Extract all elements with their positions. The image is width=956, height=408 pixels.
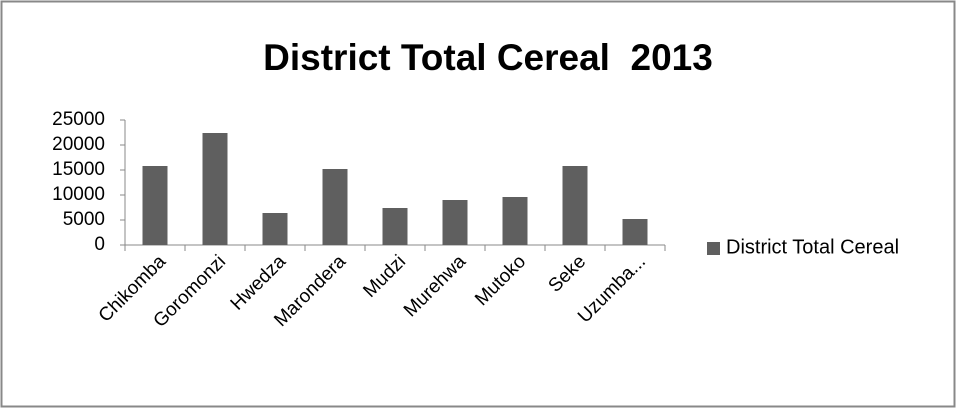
bar xyxy=(562,166,588,245)
bar xyxy=(262,213,288,245)
bar xyxy=(382,208,408,245)
chart-title: District Total Cereal 2013 xyxy=(263,37,713,78)
bar xyxy=(322,169,348,245)
y-tick-label: 20000 xyxy=(52,134,105,155)
y-tick-label: 10000 xyxy=(52,184,105,205)
y-tick-label: 5000 xyxy=(63,209,105,230)
bar xyxy=(442,200,468,245)
bar xyxy=(202,133,228,245)
legend-label: District Total Cereal xyxy=(726,236,899,258)
bar xyxy=(622,219,648,245)
y-tick-label: 15000 xyxy=(52,159,105,180)
bar xyxy=(502,197,528,245)
y-tick-label: 0 xyxy=(94,234,105,255)
bar xyxy=(142,166,168,245)
y-tick-label: 25000 xyxy=(52,109,105,130)
legend-swatch xyxy=(707,242,720,255)
